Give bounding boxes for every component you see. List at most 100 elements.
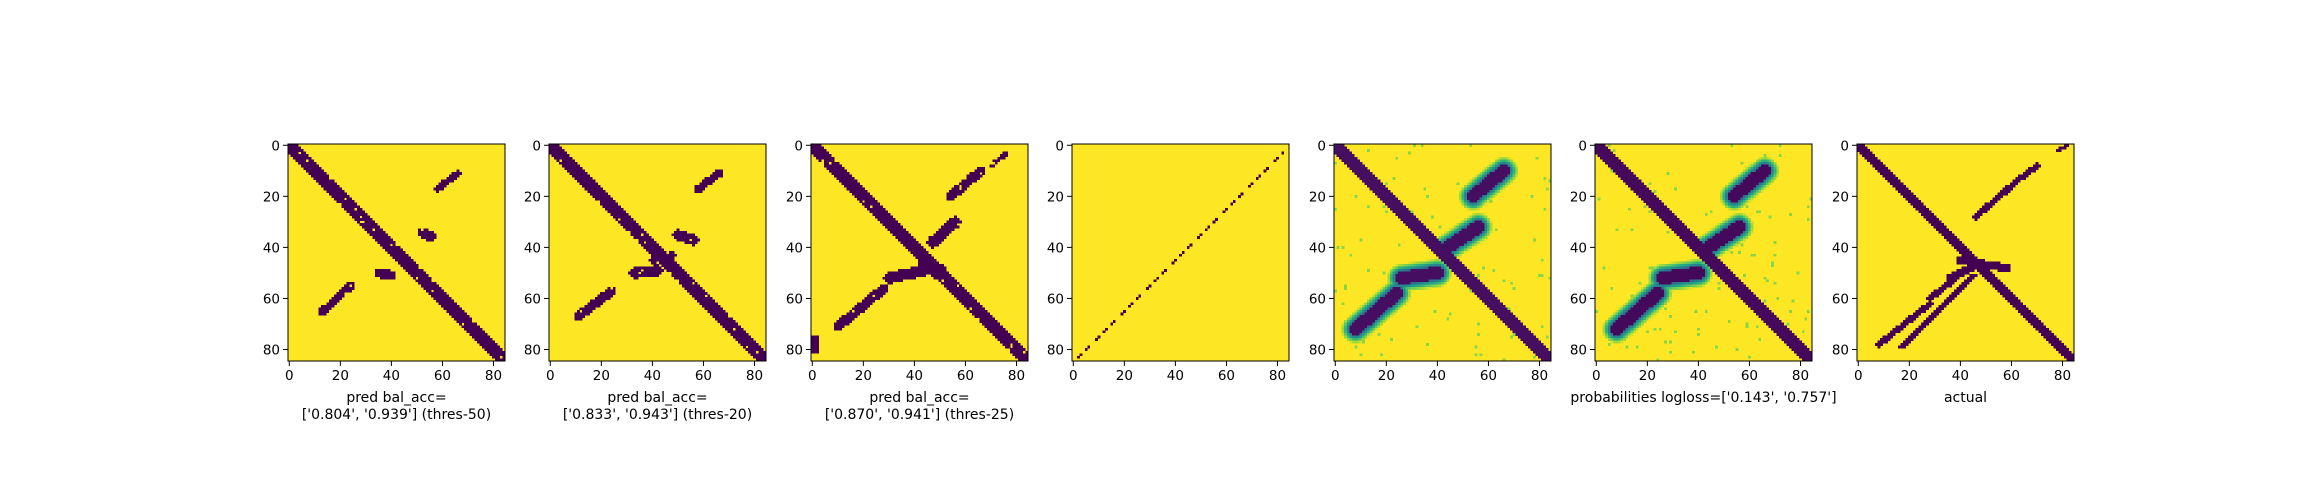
- heatmap-cell: [1740, 212, 1744, 216]
- heatmap-cell: [1402, 263, 1406, 267]
- heatmap-cell: [1379, 312, 1383, 316]
- heatmap-cell: [936, 235, 939, 239]
- heatmap-cell: [1397, 289, 1401, 293]
- heatmap-cell: [699, 294, 703, 298]
- heatmap-cell: [1717, 241, 1721, 244]
- heatmap-cell: [864, 189, 868, 193]
- heatmap-cell: [1740, 161, 1744, 165]
- heatmap-cell: [930, 238, 934, 242]
- heatmap-cell: [479, 335, 483, 339]
- heatmap-cell: [908, 243, 911, 247]
- heatmap-cell: [1448, 235, 1452, 239]
- heatmap-cell: [400, 248, 404, 252]
- heatmap-cell: [1638, 187, 1642, 191]
- heatmap-cell: [1745, 172, 1749, 175]
- heatmap-cell: [425, 279, 429, 283]
- heatmap-cell: [1522, 325, 1526, 329]
- heatmap-cell: [1466, 205, 1470, 209]
- heatmap-cell: [720, 320, 723, 323]
- heatmap-cell: [1640, 197, 1644, 201]
- heatmap-cell: [989, 330, 993, 334]
- heatmap-cell: [846, 177, 850, 181]
- heatmap-cell: [1359, 340, 1363, 344]
- heatmap-cell: [448, 174, 452, 178]
- heatmap-cell: [643, 238, 647, 242]
- heatmap-cell: [725, 327, 728, 331]
- heatmap-cell: [1020, 353, 1024, 357]
- heatmap-cell: [295, 146, 299, 150]
- heatmap-cell: [826, 154, 830, 158]
- heatmap-cell: [697, 292, 700, 295]
- heatmap-cell: [1771, 166, 1774, 170]
- heatmap-cell: [1367, 317, 1371, 321]
- heatmap-cell: [1400, 304, 1404, 308]
- heatmap-cell: [885, 220, 888, 224]
- heatmap-cell: [1402, 294, 1406, 298]
- heatmap-cell: [1451, 269, 1455, 272]
- heatmap-cell: [1395, 307, 1399, 311]
- heatmap-cell: [625, 212, 629, 216]
- heatmap-cell: [635, 233, 639, 237]
- heatmap-cell: [951, 281, 955, 285]
- heatmap-cell: [961, 189, 965, 193]
- heatmap-cell: [489, 338, 493, 341]
- heatmap-cell: [1515, 332, 1519, 336]
- heatmap-cell: [1012, 353, 1016, 357]
- heatmap-cell: [1735, 235, 1739, 239]
- heatmap-cell: [1487, 179, 1491, 183]
- heatmap-cell: [1349, 340, 1353, 344]
- heatmap-cell: [1484, 297, 1488, 301]
- heatmap-cell: [413, 269, 416, 272]
- heatmap-cell: [828, 154, 832, 158]
- heatmap-cell: [492, 348, 496, 352]
- heatmap-cell: [630, 228, 634, 232]
- heatmap-cell: [813, 154, 817, 158]
- heatmap-cell: [1476, 274, 1480, 278]
- axes-frame: [548, 143, 767, 362]
- heatmap-cell: [1479, 187, 1483, 191]
- heatmap-cell: [1390, 312, 1394, 316]
- heatmap-cell: [679, 266, 683, 270]
- heatmap-cell: [1494, 172, 1498, 175]
- heatmap-cell: [663, 263, 667, 267]
- heatmap-cell: [489, 340, 493, 344]
- heatmap-cell: [1400, 263, 1404, 267]
- heatmap-cell: [605, 195, 609, 198]
- heatmap-cell: [607, 200, 611, 204]
- heatmap-cell: [877, 289, 881, 293]
- heatmap-cell: [1666, 223, 1670, 226]
- heatmap-cell: [1362, 177, 1365, 181]
- heatmap-cell: [1387, 276, 1391, 280]
- heatmap-cell: [1402, 292, 1406, 295]
- heatmap-cell: [684, 241, 688, 244]
- heatmap-cell: [1408, 286, 1411, 290]
- heatmap-cell: [336, 297, 340, 301]
- heatmap-cell: [1428, 243, 1432, 247]
- heatmap-cell: [1022, 358, 1026, 362]
- heatmap-cell: [646, 248, 649, 252]
- heatmap-cell: [948, 228, 952, 232]
- heatmap-cell: [1732, 230, 1736, 234]
- heatmap-cell: [956, 286, 960, 290]
- heatmap-cell: [1431, 274, 1434, 278]
- heatmap-cell: [976, 307, 980, 311]
- heatmap-cell: [1689, 230, 1693, 234]
- heatmap-cell: [551, 149, 555, 152]
- heatmap-cell: [730, 325, 734, 329]
- y-tick-label: 40: [263, 240, 280, 256]
- heatmap-cell: [1385, 286, 1388, 290]
- heatmap-cell: [763, 358, 767, 362]
- heatmap-cell: [823, 156, 827, 160]
- heatmap-cell: [1732, 233, 1736, 237]
- heatmap-cell: [1418, 284, 1422, 288]
- heatmap-cell: [999, 332, 1003, 336]
- heatmap-cell: [1369, 322, 1373, 326]
- heatmap-cell: [953, 294, 957, 298]
- heatmap-cell: [1510, 177, 1513, 181]
- heatmap-cell: [1382, 197, 1386, 201]
- heatmap-cell: [346, 195, 350, 198]
- heatmap-cell: [758, 345, 762, 349]
- heatmap-cell: [633, 223, 637, 226]
- x-tick-label: 40: [1167, 368, 1184, 384]
- heatmap-cell: [691, 233, 695, 237]
